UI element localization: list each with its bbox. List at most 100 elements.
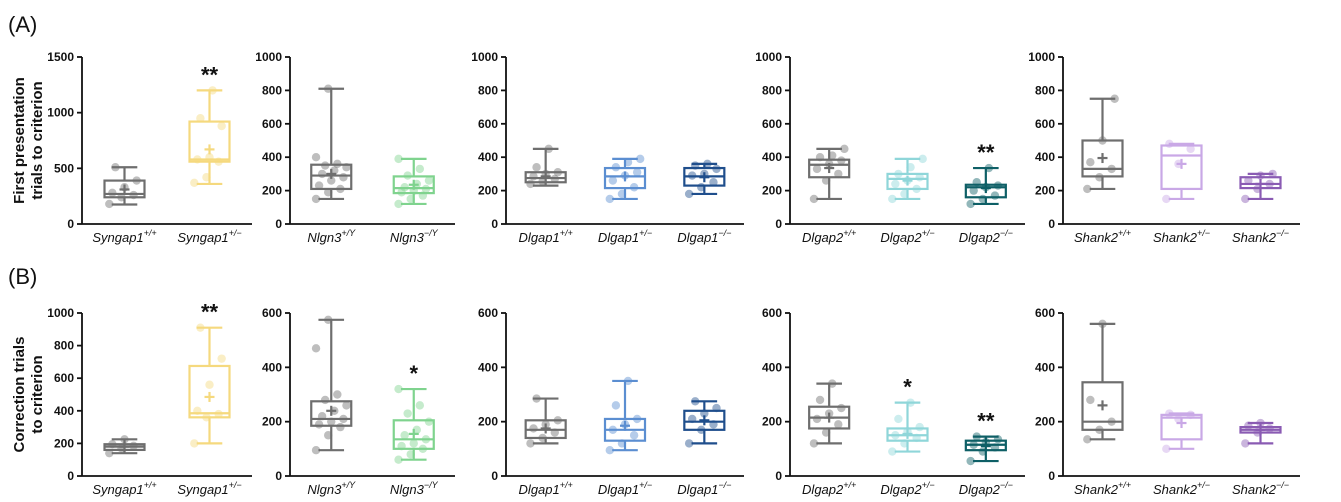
y-tick-label: 0	[67, 469, 74, 483]
data-point	[966, 456, 975, 466]
y-tick-label: 400	[762, 150, 782, 164]
data-point	[629, 431, 639, 440]
data-point	[336, 422, 345, 432]
mean-marker	[540, 423, 551, 434]
box-iqr	[808, 158, 851, 179]
chart-panel: 0 200 400 600 800 1000 Dlgap2+/+ Dlgap2+/− ** Dlg…	[755, 50, 1025, 245]
data-point	[1086, 158, 1095, 167]
box-plot	[1081, 94, 1124, 194]
y-tick-label: 500	[54, 161, 74, 175]
category-label: Dlgap1+/−	[598, 228, 652, 245]
mean-marker	[902, 175, 913, 186]
data-point	[834, 420, 843, 429]
y-tick-label: 1000	[471, 50, 498, 64]
category-label: Dlgap2−/−	[959, 228, 1013, 245]
data-point	[1244, 176, 1253, 185]
category-label: Dlgap2+/+	[802, 480, 856, 497]
data-point	[532, 163, 541, 172]
data-point	[205, 380, 214, 389]
box-plot	[964, 432, 1007, 466]
y-tick-label: 800	[262, 83, 282, 97]
box-plot	[103, 435, 146, 458]
box-plot	[103, 163, 146, 209]
category-label: Shank2+/+	[1074, 228, 1131, 245]
y-tick-label: 600	[1035, 117, 1055, 131]
data-point	[529, 172, 538, 181]
data-point	[915, 422, 924, 432]
box-iqr	[392, 419, 435, 450]
y-tick-label: 600	[262, 306, 282, 320]
data-point	[394, 384, 403, 394]
data-point	[424, 417, 434, 426]
y-axis-label: Correction trialsto criterion	[11, 337, 46, 453]
y-tick-label: 800	[1035, 83, 1055, 97]
mean-marker	[119, 184, 130, 195]
data-point	[1162, 194, 1171, 204]
data-point	[815, 395, 825, 405]
data-point	[990, 191, 1000, 200]
category-label: Syngap1+/+	[92, 228, 156, 245]
data-point	[526, 179, 535, 189]
box-plot	[964, 163, 1007, 209]
mean-marker	[620, 171, 630, 182]
data-point	[311, 194, 321, 204]
category-label: Nlgn3−/Y	[390, 228, 439, 245]
data-point	[415, 401, 425, 410]
box-plot	[886, 398, 929, 456]
chart-panel: 0 200 400 600 Nlgn3+/Y * Nlgn3−/Y	[262, 306, 455, 497]
data-point	[1186, 144, 1195, 154]
mean-marker	[699, 172, 710, 183]
mean-marker	[1255, 424, 1266, 435]
category-label: Syngap1+/−	[177, 480, 241, 497]
y-tick-label: 0	[275, 217, 282, 231]
category-label: Dlgap1−/−	[677, 480, 731, 497]
data-point	[966, 199, 975, 209]
data-point	[709, 178, 718, 187]
data-point	[809, 439, 819, 448]
data-point	[529, 424, 538, 433]
mean-marker	[204, 391, 215, 402]
category-label: Nlgn3+/Y	[307, 480, 356, 497]
data-point	[105, 199, 114, 209]
mean-marker	[540, 171, 551, 182]
category-label: Dlgap1+/+	[519, 480, 573, 497]
data-point	[526, 439, 535, 448]
mean-marker	[980, 183, 991, 194]
data-point	[108, 188, 117, 198]
mean-marker	[620, 420, 630, 431]
box-iqr	[103, 179, 146, 199]
data-point	[888, 447, 897, 456]
data-point	[809, 194, 819, 204]
category-label: Shank2−/−	[1232, 228, 1289, 245]
y-tick-label: 200	[478, 415, 498, 429]
y-tick-label: 800	[478, 83, 498, 97]
data-point	[403, 409, 412, 418]
data-point	[605, 445, 614, 455]
panel-label-a: (A)	[8, 12, 37, 37]
mean-marker	[408, 428, 419, 439]
y-tick-label: 0	[491, 217, 498, 231]
category-label: Dlgap1−/−	[677, 228, 731, 245]
mean-marker	[1097, 400, 1108, 411]
mean-marker	[902, 428, 913, 439]
box-plot	[1239, 418, 1282, 448]
data-point	[840, 144, 849, 154]
box-plot	[603, 376, 647, 455]
box-plot	[603, 154, 647, 204]
mean-marker	[699, 415, 710, 426]
data-point	[409, 439, 418, 448]
data-point	[812, 164, 822, 174]
data-point	[314, 420, 324, 429]
significance-marker: **	[977, 409, 995, 434]
y-tick-label: 400	[478, 360, 498, 374]
data-point	[1265, 424, 1274, 433]
mean-marker	[1097, 153, 1108, 164]
category-label: Syngap1+/+	[92, 480, 156, 497]
mean-marker	[980, 441, 991, 452]
data-point	[969, 186, 978, 195]
data-point	[812, 414, 822, 424]
y-tick-label: 400	[54, 404, 74, 418]
data-point	[317, 169, 327, 179]
